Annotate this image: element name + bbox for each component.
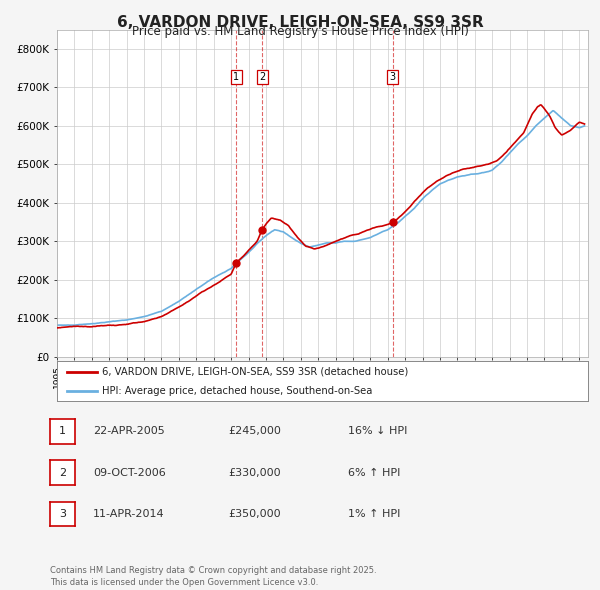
Text: 1% ↑ HPI: 1% ↑ HPI bbox=[348, 509, 400, 519]
Text: 6% ↑ HPI: 6% ↑ HPI bbox=[348, 468, 400, 478]
Text: 6, VARDON DRIVE, LEIGH-ON-SEA, SS9 3SR: 6, VARDON DRIVE, LEIGH-ON-SEA, SS9 3SR bbox=[116, 15, 484, 30]
Text: 6, VARDON DRIVE, LEIGH-ON-SEA, SS9 3SR (detached house): 6, VARDON DRIVE, LEIGH-ON-SEA, SS9 3SR (… bbox=[102, 367, 409, 377]
Text: 2: 2 bbox=[59, 468, 66, 478]
Text: HPI: Average price, detached house, Southend-on-Sea: HPI: Average price, detached house, Sout… bbox=[102, 386, 373, 396]
Text: £330,000: £330,000 bbox=[228, 468, 281, 478]
Text: 2: 2 bbox=[259, 72, 265, 82]
Text: 11-APR-2014: 11-APR-2014 bbox=[93, 509, 164, 519]
Text: Price paid vs. HM Land Registry's House Price Index (HPI): Price paid vs. HM Land Registry's House … bbox=[131, 25, 469, 38]
Text: 09-OCT-2006: 09-OCT-2006 bbox=[93, 468, 166, 478]
Text: 1: 1 bbox=[233, 72, 239, 82]
Text: 3: 3 bbox=[389, 72, 396, 82]
Text: Contains HM Land Registry data © Crown copyright and database right 2025.
This d: Contains HM Land Registry data © Crown c… bbox=[50, 566, 376, 587]
Text: 22-APR-2005: 22-APR-2005 bbox=[93, 427, 165, 437]
Text: 3: 3 bbox=[59, 509, 66, 519]
Text: £350,000: £350,000 bbox=[228, 509, 281, 519]
Text: £245,000: £245,000 bbox=[228, 427, 281, 437]
Text: 1: 1 bbox=[59, 427, 66, 437]
Text: 16% ↓ HPI: 16% ↓ HPI bbox=[348, 427, 407, 437]
